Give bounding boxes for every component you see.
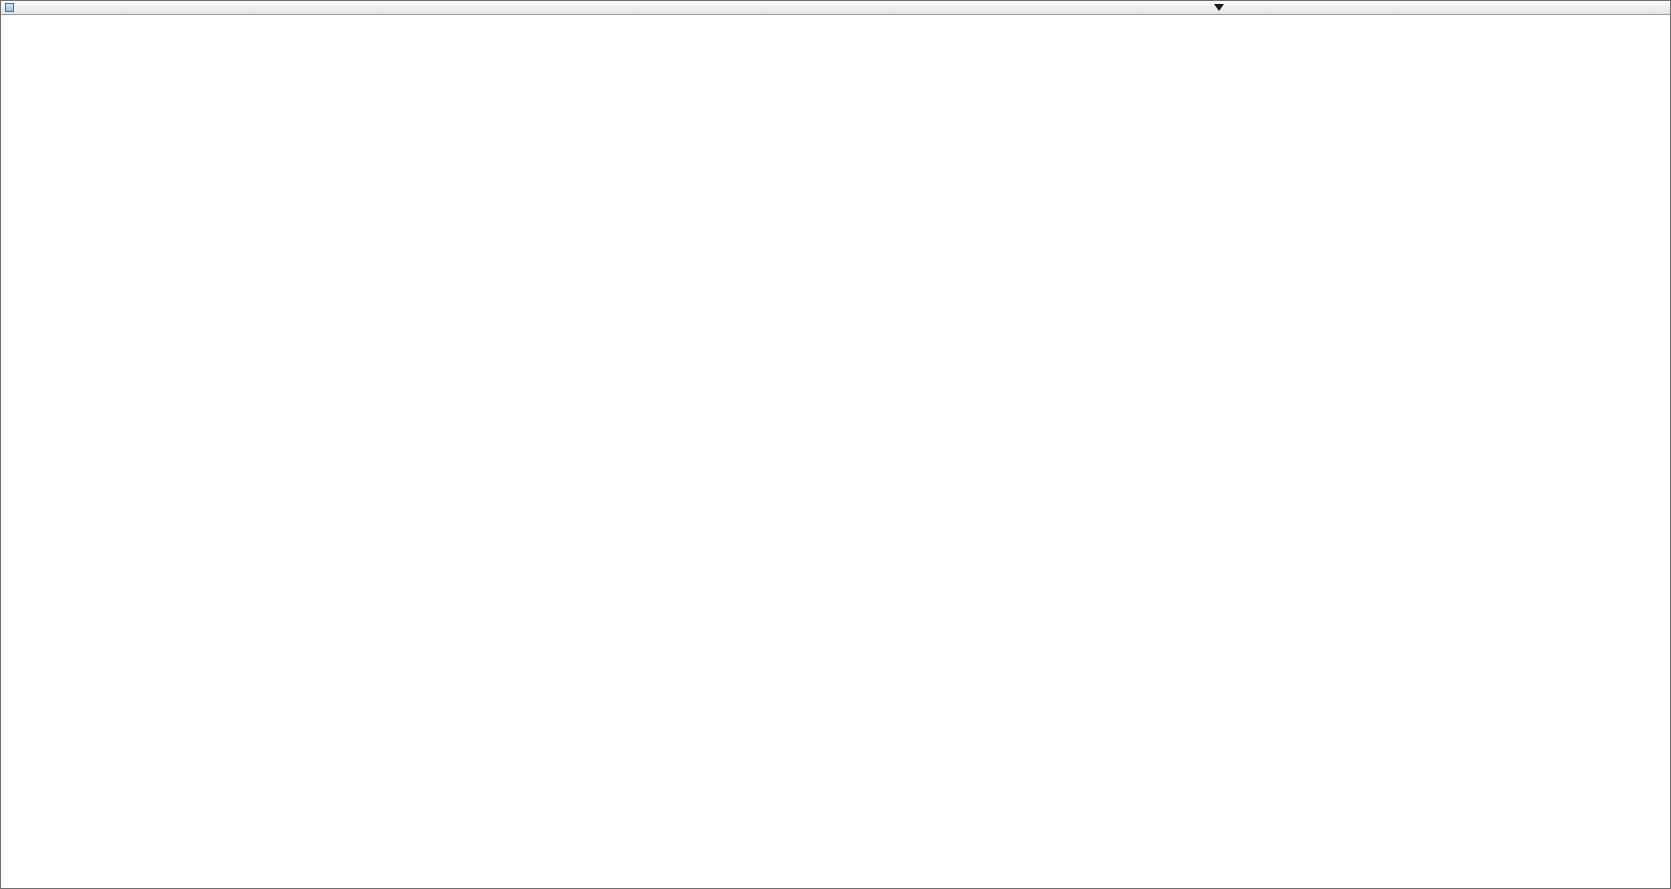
chart-shift-marker-icon[interactable] — [1214, 4, 1224, 11]
chart-title-bar[interactable] — [1, 1, 1670, 15]
candlestick-chart-icon — [5, 3, 14, 12]
macd-indicator-label — [6, 613, 21, 624]
